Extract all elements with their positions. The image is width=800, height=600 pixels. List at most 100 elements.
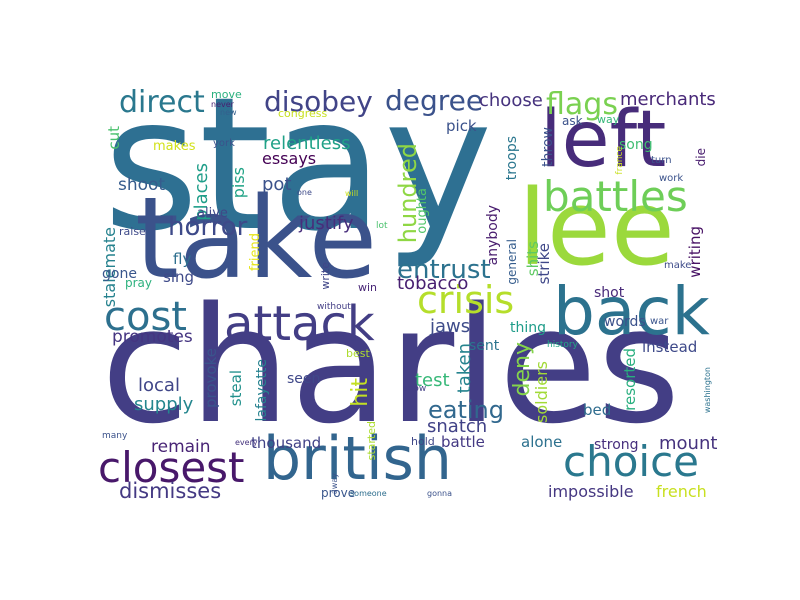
word-friend: friend bbox=[248, 233, 263, 272]
word-essays: essays bbox=[262, 149, 317, 168]
word-french: french bbox=[656, 482, 707, 501]
word-alive: alive bbox=[197, 206, 228, 221]
word-soldiers: soldiers bbox=[532, 361, 551, 423]
word-impossible: impossible bbox=[548, 482, 634, 501]
word-started: started bbox=[365, 421, 378, 461]
word-throw: throw bbox=[540, 127, 556, 167]
word-justify: justify bbox=[299, 213, 354, 234]
word-away: away bbox=[330, 473, 339, 495]
word-someone: someone bbox=[350, 489, 387, 498]
word-merchants: merchants bbox=[620, 89, 716, 110]
word-many: many bbox=[102, 431, 128, 441]
word-pray: pray bbox=[125, 276, 153, 290]
word-strike: strike bbox=[535, 243, 553, 285]
word-raise: raise bbox=[119, 225, 146, 238]
word-fly: fly bbox=[173, 250, 192, 268]
word-strong: strong bbox=[594, 437, 639, 453]
word-general: general bbox=[505, 239, 519, 285]
word-flags: flags bbox=[546, 87, 618, 122]
word-york: york bbox=[213, 138, 235, 149]
word-alone: alone bbox=[521, 433, 563, 451]
word-show: show bbox=[403, 384, 427, 394]
word-charles: charles bbox=[101, 272, 681, 459]
word-lee: lee bbox=[518, 167, 675, 289]
word-local: local bbox=[138, 375, 180, 396]
word-remain: remain bbox=[151, 437, 211, 457]
word-troops: troops bbox=[504, 136, 520, 181]
word-win: win bbox=[358, 281, 378, 294]
word-steal: steal bbox=[227, 370, 245, 407]
word-test: test bbox=[415, 370, 450, 391]
word-hold: hold bbox=[411, 435, 435, 448]
word-cut: cut bbox=[105, 126, 123, 150]
word-new: new bbox=[220, 108, 237, 117]
word-make: make bbox=[664, 260, 692, 271]
word-war: war bbox=[650, 316, 669, 327]
word-washington: washington bbox=[703, 367, 712, 414]
word-without: without bbox=[317, 302, 351, 312]
word-shoot: shoot bbox=[118, 175, 166, 195]
word-relentless: relentless bbox=[263, 133, 351, 154]
word-instead: instead bbox=[642, 338, 698, 356]
word-disobey: disobey bbox=[264, 85, 373, 118]
word-oughta: oughta bbox=[415, 188, 430, 234]
word-anybody: anybody bbox=[485, 205, 501, 266]
word-attack: attack bbox=[224, 296, 375, 352]
word-battle: battle bbox=[441, 433, 485, 451]
word-pot: pot bbox=[262, 174, 292, 195]
word-ask: ask bbox=[562, 114, 583, 128]
word-lot: lot bbox=[376, 221, 388, 231]
word-bed: bed bbox=[583, 401, 612, 419]
word-words: words bbox=[604, 314, 646, 330]
word-hit: hit bbox=[348, 378, 373, 407]
word-provoke: provoke bbox=[202, 348, 220, 408]
word-die: die bbox=[694, 148, 708, 167]
word-snatch: snatch bbox=[427, 416, 488, 437]
word-pick: pick bbox=[446, 117, 477, 135]
word-gonna: gonna bbox=[427, 489, 453, 498]
word-battles: battles bbox=[543, 172, 688, 221]
word-sent: sent bbox=[469, 338, 500, 354]
word-choose: choose bbox=[479, 90, 543, 111]
word-horror: horror bbox=[168, 212, 248, 242]
word-back: back bbox=[553, 273, 710, 350]
word-supply: supply bbox=[134, 394, 194, 415]
word-closest: closest bbox=[98, 443, 245, 492]
word-crisis: crisis bbox=[417, 278, 515, 322]
word-mount: mount bbox=[659, 433, 718, 454]
word-tobacco: tobacco bbox=[397, 273, 469, 294]
word-write: write bbox=[319, 262, 332, 290]
word-promotes: promotes bbox=[112, 327, 193, 347]
word-way: way bbox=[597, 113, 620, 126]
word-entrust: entrust bbox=[397, 255, 491, 285]
word-seen: seen bbox=[287, 371, 321, 387]
word-makes: makes bbox=[153, 139, 196, 154]
word-history: history bbox=[547, 340, 578, 350]
word-stay: stay bbox=[103, 58, 493, 272]
word-will: will bbox=[345, 189, 359, 198]
word-british: british bbox=[263, 424, 452, 494]
word-dismisses: dismisses bbox=[119, 479, 222, 503]
word-prove: prove bbox=[321, 486, 356, 500]
word-move: move bbox=[211, 88, 242, 101]
word-france: france bbox=[615, 146, 625, 175]
word-never: never bbox=[211, 100, 234, 109]
word-song: song bbox=[619, 137, 653, 153]
word-lafayette: lafayette bbox=[254, 359, 270, 422]
word-best: best bbox=[346, 347, 370, 360]
word-cost: cost bbox=[104, 294, 187, 340]
word-eating: eating bbox=[428, 396, 504, 424]
word-piss: piss bbox=[229, 167, 248, 199]
word-shot: shot bbox=[594, 285, 625, 301]
word-resorted: resorted bbox=[621, 348, 639, 411]
word-deny: deny bbox=[510, 342, 535, 397]
word-choice: choice bbox=[563, 437, 700, 486]
word-degree: degree bbox=[385, 84, 484, 117]
word-thing: thing bbox=[510, 320, 547, 336]
word-one: one bbox=[297, 188, 312, 197]
word-congress: congress bbox=[278, 107, 328, 120]
word-every: every bbox=[235, 438, 258, 447]
word-sing: sing bbox=[163, 268, 195, 286]
word-work: work bbox=[659, 173, 684, 184]
